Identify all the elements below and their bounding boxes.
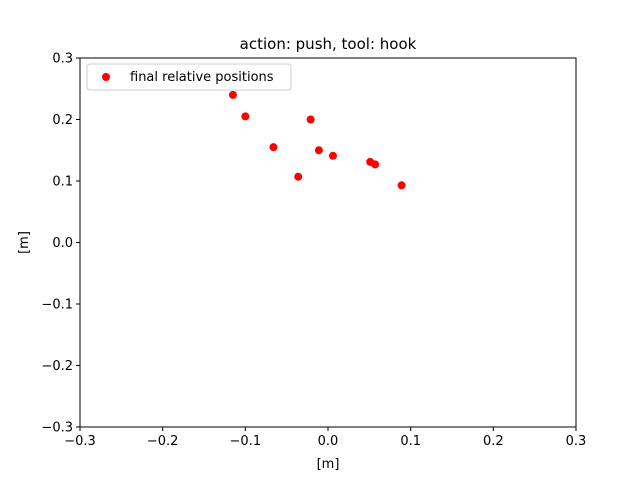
x-tick-label: −0.3 [64, 434, 96, 449]
x-tick-label: 0.0 [318, 434, 339, 449]
legend-entry-label: final relative positions [130, 70, 274, 85]
y-tick-label: −0.1 [41, 298, 73, 313]
data-point [397, 181, 406, 190]
x-tick-label: −0.1 [230, 434, 262, 449]
y-tick-label: 0.3 [52, 52, 73, 67]
data-point [314, 146, 323, 155]
data-points [228, 90, 406, 190]
y-tick-label: −0.2 [41, 359, 73, 374]
plot-frame [79, 57, 577, 428]
legend-marker [102, 73, 110, 81]
x-axis-label: [m] [317, 457, 340, 472]
x-tick-label: 0.1 [400, 434, 421, 449]
x-tick-label: 0.3 [566, 434, 587, 449]
data-point [228, 90, 237, 99]
data-point [371, 160, 380, 169]
x-tick-label: 0.2 [483, 434, 504, 449]
chart-title: action: push, tool: hook [240, 35, 417, 53]
y-axis-label: [m] [17, 231, 32, 254]
legend-box [86, 63, 292, 91]
y-tick-label: 0.2 [52, 113, 73, 128]
data-point [241, 112, 250, 121]
y-tick-label: 0.1 [52, 175, 73, 190]
data-point [294, 172, 303, 181]
data-point [306, 115, 315, 124]
y-tick-label: 0.0 [52, 236, 73, 251]
legend: final relative positions [86, 63, 292, 91]
y-tick-label: −0.3 [41, 421, 73, 436]
data-point [328, 151, 337, 160]
axis-ticks: −0.3 −0.2 −0.1 0.0 0.1 0.2 0.3 −0.3 −0.2 −0.1 0.0 0… [41, 52, 586, 450]
data-point [269, 143, 278, 152]
x-tick-label: −0.2 [147, 434, 179, 449]
